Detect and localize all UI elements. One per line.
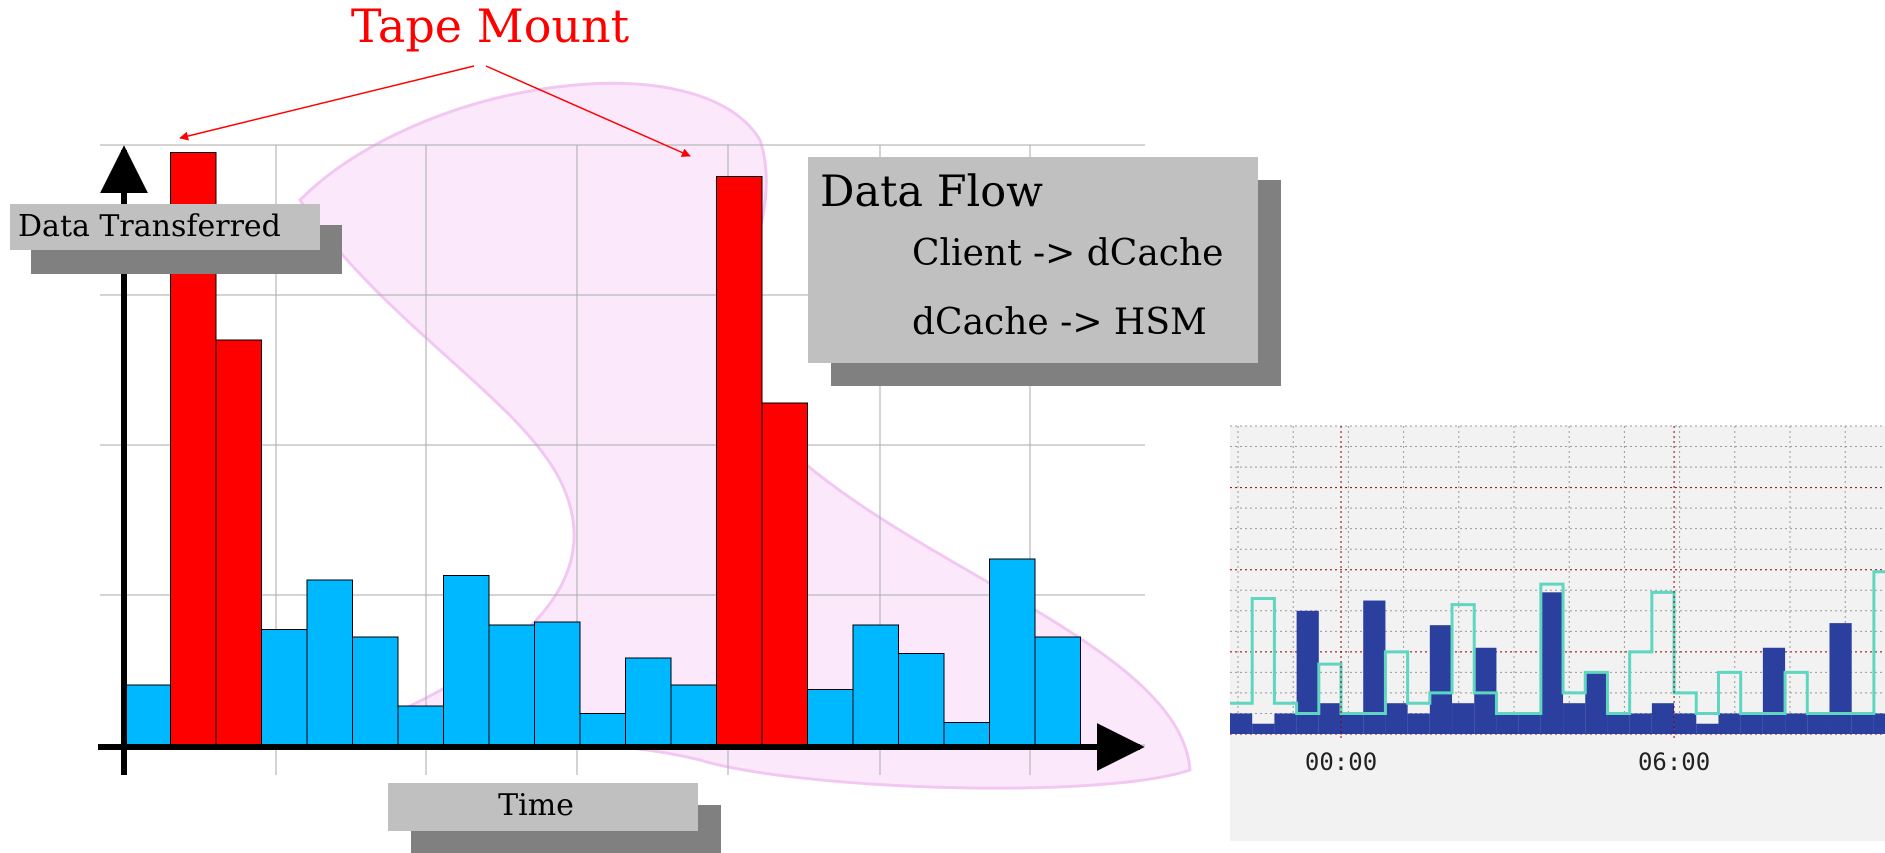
inset-bar — [1230, 713, 1252, 734]
bar — [489, 625, 535, 745]
inset-bar — [1607, 713, 1629, 734]
bar — [216, 340, 262, 745]
inset-bar — [1408, 713, 1430, 734]
x-axis-label: Time — [498, 788, 574, 823]
inset-bar — [1319, 703, 1341, 734]
legend-label: dCache -> HSM — [912, 302, 1207, 343]
bar — [717, 177, 763, 746]
bar — [353, 637, 399, 745]
bar — [1035, 637, 1081, 745]
inset-bar — [1807, 713, 1829, 734]
bar — [671, 685, 717, 745]
inset-bar — [1385, 703, 1407, 734]
inset-bar — [1474, 648, 1496, 734]
inset-bar — [1563, 703, 1585, 734]
inset-bar — [1452, 703, 1474, 734]
inset-bar — [1274, 713, 1296, 734]
inset-chart: 00:00 06:00 — [1230, 426, 1885, 841]
annotation: Tape Mount — [351, 0, 630, 53]
inset-bar — [1585, 672, 1607, 734]
inset-bar — [1763, 648, 1785, 734]
bar — [398, 706, 444, 745]
bar — [762, 403, 808, 745]
inset-bar — [1430, 625, 1452, 734]
inset-bar — [1718, 713, 1740, 734]
slide: 00:00 06:00 Tape Mount Data Transferred T… — [0, 0, 1885, 853]
bar — [899, 654, 945, 746]
bar — [262, 630, 308, 746]
inset-bar — [1674, 713, 1696, 734]
inset-bar — [1652, 703, 1674, 734]
inset-bar — [1741, 713, 1763, 734]
inset-bar — [1496, 713, 1518, 734]
bar — [535, 622, 581, 745]
legend-title: Data Flow — [820, 167, 1043, 217]
bar — [626, 658, 672, 745]
inset-bar — [1630, 713, 1652, 734]
inset-bar — [1852, 713, 1874, 734]
y-axis-label: Data Transferred — [18, 209, 281, 244]
inset-bar — [1829, 623, 1851, 734]
bar — [444, 576, 490, 746]
inset-bar — [1297, 611, 1319, 734]
bar — [944, 723, 990, 746]
inset-bar — [1252, 724, 1274, 734]
x-tick-label: 06:00 — [1638, 748, 1710, 776]
bar — [808, 690, 854, 746]
bar — [580, 714, 626, 746]
inset-bar — [1519, 713, 1541, 734]
legend-label: Client -> dCache — [912, 233, 1223, 274]
bar — [853, 625, 899, 745]
inset-bar — [1696, 724, 1718, 734]
bar — [125, 685, 171, 745]
inset-bar — [1874, 713, 1885, 734]
inset-bar — [1541, 592, 1563, 734]
x-tick-label: 00:00 — [1305, 748, 1377, 776]
inset-bar — [1785, 713, 1807, 734]
bar — [990, 559, 1036, 745]
inset-bar — [1341, 713, 1363, 734]
bar — [307, 580, 353, 745]
